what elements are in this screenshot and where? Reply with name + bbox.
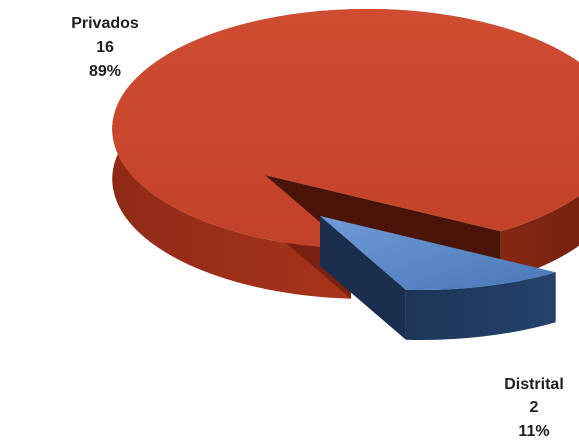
distrital-top xyxy=(320,216,556,290)
distrital-percent-label: 11% xyxy=(518,423,549,440)
privados-value-label: 16 xyxy=(96,39,114,56)
distrital-name-label: Distrital xyxy=(504,376,564,393)
data-label-distrital: Distrital 2 11% xyxy=(504,376,564,440)
privados-top xyxy=(112,8,579,249)
distrital-cut-wall xyxy=(320,216,406,340)
distrital-side-wall xyxy=(405,272,556,340)
pie-slice-distrital xyxy=(320,216,556,340)
privados-name-label: Privados xyxy=(71,15,139,32)
privados-percent-label: 89% xyxy=(89,63,121,80)
data-label-privados: Privados 16 89% xyxy=(71,15,139,80)
distrital-value-label: 2 xyxy=(530,399,539,416)
